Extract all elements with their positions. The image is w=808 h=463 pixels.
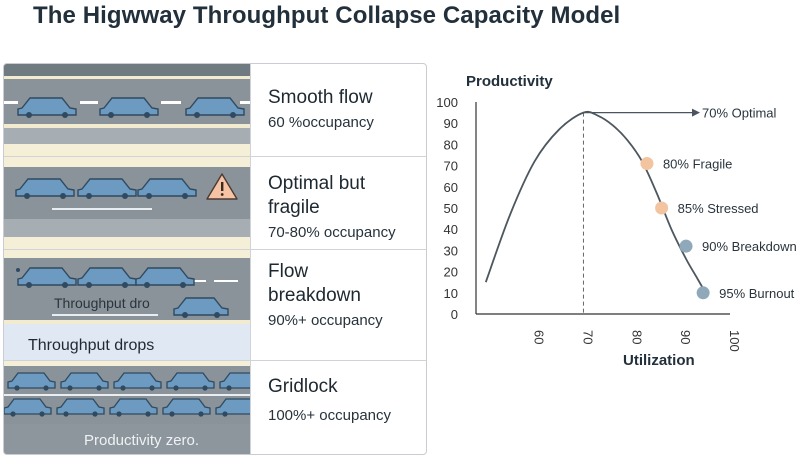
chart-svg: ProductivityUtilization10090807060504030… bbox=[436, 73, 797, 369]
row-heading: Flow breakdown bbox=[268, 261, 361, 306]
x-tick-label: 90 bbox=[678, 330, 693, 344]
arrow-head-icon bbox=[692, 108, 700, 117]
y-tick-label: 90 bbox=[444, 116, 458, 131]
road-illustration bbox=[4, 64, 250, 156]
point-label: 80% Fragile bbox=[663, 156, 732, 171]
point-label: 90% Breakdown bbox=[702, 239, 797, 254]
y-tick-label: 20 bbox=[444, 265, 458, 280]
scenario-panel: Smooth flow 60 %occupancy bbox=[3, 63, 427, 455]
page-title: The Higwway Throughput Collapse Capacity… bbox=[33, 2, 621, 29]
x-tick-label: 80 bbox=[629, 330, 644, 344]
point-label: 85% Stressed bbox=[678, 201, 759, 216]
productivity-chart: Productivity Utilization 100 90 80 70 60 50 40 30… bbox=[430, 60, 808, 458]
row-text: Flow breakdown 90%+ occupancy bbox=[250, 250, 426, 360]
y-tick-label: 60 bbox=[444, 180, 458, 195]
road-illustration: Productivity zero. bbox=[4, 361, 250, 454]
car bbox=[219, 372, 250, 391]
y-tick-label: 70 bbox=[444, 159, 458, 174]
road-illustration: Throughput dro Throughput drops bbox=[4, 250, 250, 360]
row-occupancy: 60 %occupancy bbox=[268, 114, 374, 131]
data-point bbox=[679, 239, 693, 253]
point-label: 95% Burnout bbox=[719, 286, 795, 301]
y-tick-label: 10 bbox=[444, 286, 458, 301]
data-point bbox=[640, 156, 654, 170]
x-axis-label: Utilization bbox=[623, 352, 695, 369]
car-group bbox=[17, 267, 229, 318]
productivity-curve bbox=[484, 110, 707, 294]
warning-icon bbox=[206, 173, 238, 200]
data-point bbox=[655, 201, 669, 215]
car-group bbox=[15, 178, 197, 199]
car bbox=[113, 372, 162, 391]
productivity-banner: Productivity zero. bbox=[84, 432, 199, 449]
point-label: 70% Optimal bbox=[702, 106, 777, 121]
throughput-banner: Throughput drops bbox=[28, 337, 154, 354]
car bbox=[56, 398, 105, 417]
y-tick-label: 40 bbox=[444, 222, 458, 237]
row-optimal-fragile: Optimal but fragile 70-80% occupancy bbox=[4, 157, 426, 250]
car bbox=[7, 372, 56, 391]
x-tick-label: 60 bbox=[532, 330, 547, 344]
y-tick-label: 50 bbox=[444, 201, 458, 216]
car-group bbox=[17, 97, 245, 118]
row-text: Gridlock 100%+ occupancy bbox=[250, 361, 426, 454]
row-flow-breakdown: Throughput dro Throughput drops Flow bre… bbox=[4, 250, 426, 361]
x-tick-label: 70 bbox=[580, 330, 595, 344]
row-occupancy: 70-80% occupancy bbox=[268, 224, 396, 241]
row-occupancy: 100%+ occupancy bbox=[268, 407, 392, 424]
row-text: Optimal but fragile 70-80% occupancy bbox=[250, 157, 426, 249]
car bbox=[60, 372, 109, 391]
row-heading: Optimal but fragile bbox=[268, 173, 366, 218]
y-tick-label: 100 bbox=[436, 95, 458, 110]
y-tick-label: 30 bbox=[444, 243, 458, 258]
row-occupancy: 90%+ occupancy bbox=[268, 312, 383, 329]
y-tick-label: 0 bbox=[451, 307, 458, 322]
row-heading: Smooth flow bbox=[268, 87, 373, 108]
data-point bbox=[696, 286, 710, 300]
car bbox=[4, 398, 52, 417]
car bbox=[215, 398, 250, 417]
row-gridlock: Productivity zero. Gridlock 100%+ occupa… bbox=[4, 361, 426, 454]
y-tick-label: 80 bbox=[444, 137, 458, 152]
car bbox=[166, 372, 215, 391]
road-label: Throughput dro bbox=[54, 295, 150, 311]
row-text: Smooth flow 60 %occupancy bbox=[250, 64, 426, 156]
car bbox=[109, 398, 158, 417]
car bbox=[162, 398, 211, 417]
y-axis-label: Productivity bbox=[466, 73, 553, 90]
row-heading: Gridlock bbox=[268, 376, 338, 397]
x-tick-label: 100 bbox=[727, 330, 742, 352]
road-illustration bbox=[4, 157, 250, 249]
row-smooth-flow: Smooth flow 60 %occupancy bbox=[4, 64, 426, 157]
